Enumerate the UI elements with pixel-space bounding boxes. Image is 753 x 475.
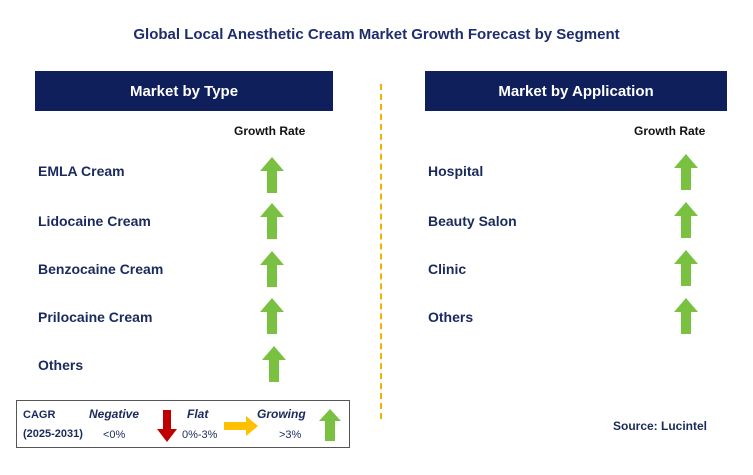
type-item-prilocaine-cream: Prilocaine Cream [38,309,153,325]
up-arrow-icon [319,409,341,441]
legend-flat-range: 0%-3% [182,429,218,441]
up-arrow-icon [674,202,698,238]
type-item-lidocaine-cream: Lidocaine Cream [38,213,151,229]
legend-flat-label: Flat [187,407,209,421]
legend-cagr-label: CAGR [23,409,56,421]
right-growth-rate-label: Growth Rate [634,124,706,138]
left-growth-rate-label: Growth Rate [234,124,306,138]
cagr-legend: CAGR (2025-2031) Negative <0% Flat 0%-3%… [16,400,350,448]
type-item-emla-cream: EMLA Cream [38,163,125,179]
up-arrow-icon [260,251,284,287]
market-by-type-header: Market by Type [35,71,333,111]
page-title: Global Local Anesthetic Cream Market Gro… [133,26,620,43]
up-arrow-icon [262,346,286,382]
up-arrow-icon [674,154,698,190]
legend-growing-range: >3% [279,429,302,441]
type-item-others: Others [38,357,84,373]
up-arrow-icon [260,157,284,193]
legend-growing-label: Growing [257,407,306,421]
source-label: Source: Lucintel [613,419,708,433]
type-item-benzocaine-cream: Benzocaine Cream [38,261,164,277]
legend-negative-range: <0% [103,429,126,441]
up-arrow-icon [260,203,284,239]
market-by-application-header: Market by Application [425,71,727,111]
legend-negative-label: Negative [89,407,140,421]
up-arrow-icon [674,298,698,334]
application-item-others: Others [428,309,474,325]
up-arrow-icon [674,250,698,286]
right-arrow-icon [224,416,258,436]
down-arrow-icon [157,410,177,442]
application-item-beauty-salon: Beauty Salon [428,213,517,229]
panel-divider [380,84,382,419]
up-arrow-icon [260,298,284,334]
application-item-hospital: Hospital [428,163,484,179]
application-item-clinic: Clinic [428,261,467,277]
legend-period-label: (2025-2031) [23,428,83,440]
